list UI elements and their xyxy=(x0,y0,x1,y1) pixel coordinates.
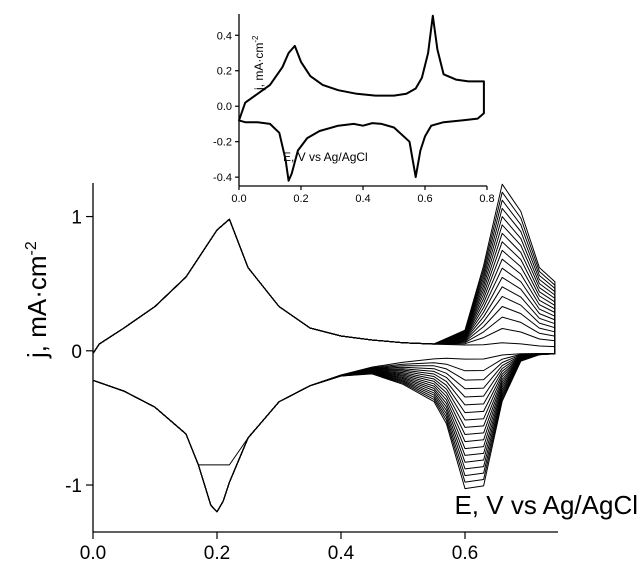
inset-series-line xyxy=(238,14,485,182)
inset-y-tick-label-minus-0.4: -0.4 xyxy=(213,172,232,184)
inset-y-tick-label-0.0: 0.0 xyxy=(217,101,232,113)
main-y-axis-label-sup: -2 xyxy=(23,241,40,255)
main-x-tick-label-0.0: 0.0 xyxy=(80,543,106,564)
inset-y-axis-label: j, mA·cm-2 xyxy=(251,35,266,91)
main-y-tick-label-minus-1: -1 xyxy=(65,476,82,497)
inset-x-tick-label-0.8: 0.8 xyxy=(479,193,494,205)
inset-y-tick-label-0.2: 0.2 xyxy=(217,66,232,78)
main-y-axis-label-text: j, mA·cm xyxy=(22,255,52,359)
main-x-tick-label-0.6: 0.6 xyxy=(452,543,478,564)
main-series-cycle-18 xyxy=(92,183,556,513)
inset-y-tick-label-0.4: 0.4 xyxy=(217,30,232,42)
inset-x-tick-label-0.6: 0.6 xyxy=(417,193,432,205)
main-x-tick-label-0.2: 0.2 xyxy=(204,543,230,564)
main-x-axis-label: E, V vs Ag/AgCl xyxy=(454,490,638,520)
main-series-cycles xyxy=(92,183,556,513)
inset-x-tick-label-0.0: 0.0 xyxy=(231,193,246,205)
inset-x-tick-label-0.4: 0.4 xyxy=(355,193,370,205)
main-series-cycle-16 xyxy=(92,199,556,513)
inset-x-tick-label-0.2: 0.2 xyxy=(293,193,308,205)
inset-x-axis-label: E, V vs Ag/AgCl xyxy=(283,150,368,164)
main-y-tick-label-0: 0 xyxy=(71,342,82,363)
inset-y-axis-label-text: j, mA·cm xyxy=(252,43,266,91)
main-chart: 0.0 0.2 0.4 0.6 -1 0 1 E, V vs Ag/AgCl j… xyxy=(22,183,638,564)
main-x-tick-label-0.4: 0.4 xyxy=(328,543,355,564)
main-y-tick-label-1: 1 xyxy=(71,208,82,229)
inset-y-tick-label-minus-0.2: -0.2 xyxy=(213,137,232,149)
inset-chart: 0.0 0.2 0.4 0.6 0.8 -0.4 -0.2 0.0 0.2 0.… xyxy=(213,14,495,205)
inset-y-axis-label-sup: -2 xyxy=(251,35,260,43)
main-y-axis-label: j, mA·cm-2 xyxy=(22,241,52,359)
